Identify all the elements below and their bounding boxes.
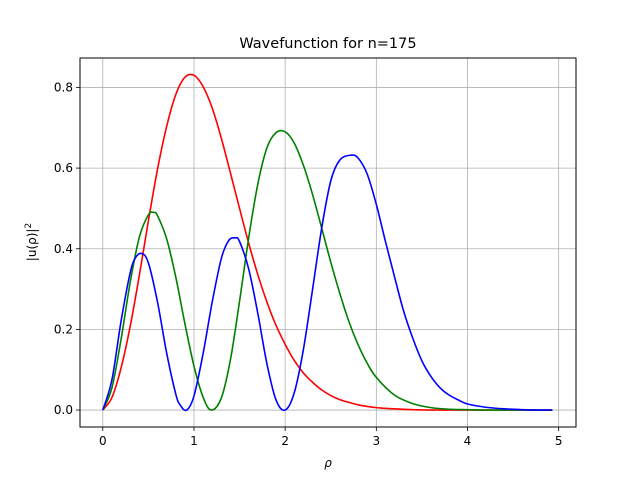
x-tick-label: 1 — [190, 434, 198, 448]
y-tick-label: 0.8 — [54, 80, 73, 94]
y-tick-label: 0.0 — [54, 403, 73, 417]
tick-layer: 0 1 2 3 4 5 0.0 0.2 0.4 0.6 0.8 — [54, 80, 563, 448]
y-tick-label: 0.2 — [54, 322, 73, 336]
x-axis-label: ρ — [324, 456, 332, 470]
chart-title: Wavefunction for n=175 — [239, 36, 416, 52]
y-tick-label: 0.6 — [54, 161, 73, 175]
plot-area: 0 1 2 3 4 5 0.0 0.2 0.4 0.6 0.8 — [54, 57, 577, 448]
x-tick-label: 0 — [99, 434, 107, 448]
y-axis-label-base: |u(ρ)| — [25, 229, 39, 262]
axes-frame — [79, 57, 577, 428]
series-layer — [102, 73, 553, 412]
series-line-blue — [102, 154, 553, 412]
y-axis-label: |u(ρ)|2 — [24, 223, 39, 261]
y-axis-label-sup: 2 — [24, 223, 34, 229]
x-tick-label: 5 — [555, 434, 563, 448]
series-line-green — [102, 129, 553, 411]
axes-background — [80, 58, 576, 427]
x-tick-label: 2 — [281, 434, 289, 448]
x-tick-label: 4 — [464, 434, 472, 448]
x-tick-label: 3 — [373, 434, 381, 448]
series-line-red — [102, 73, 553, 411]
y-tick-label: 0.4 — [54, 242, 73, 256]
